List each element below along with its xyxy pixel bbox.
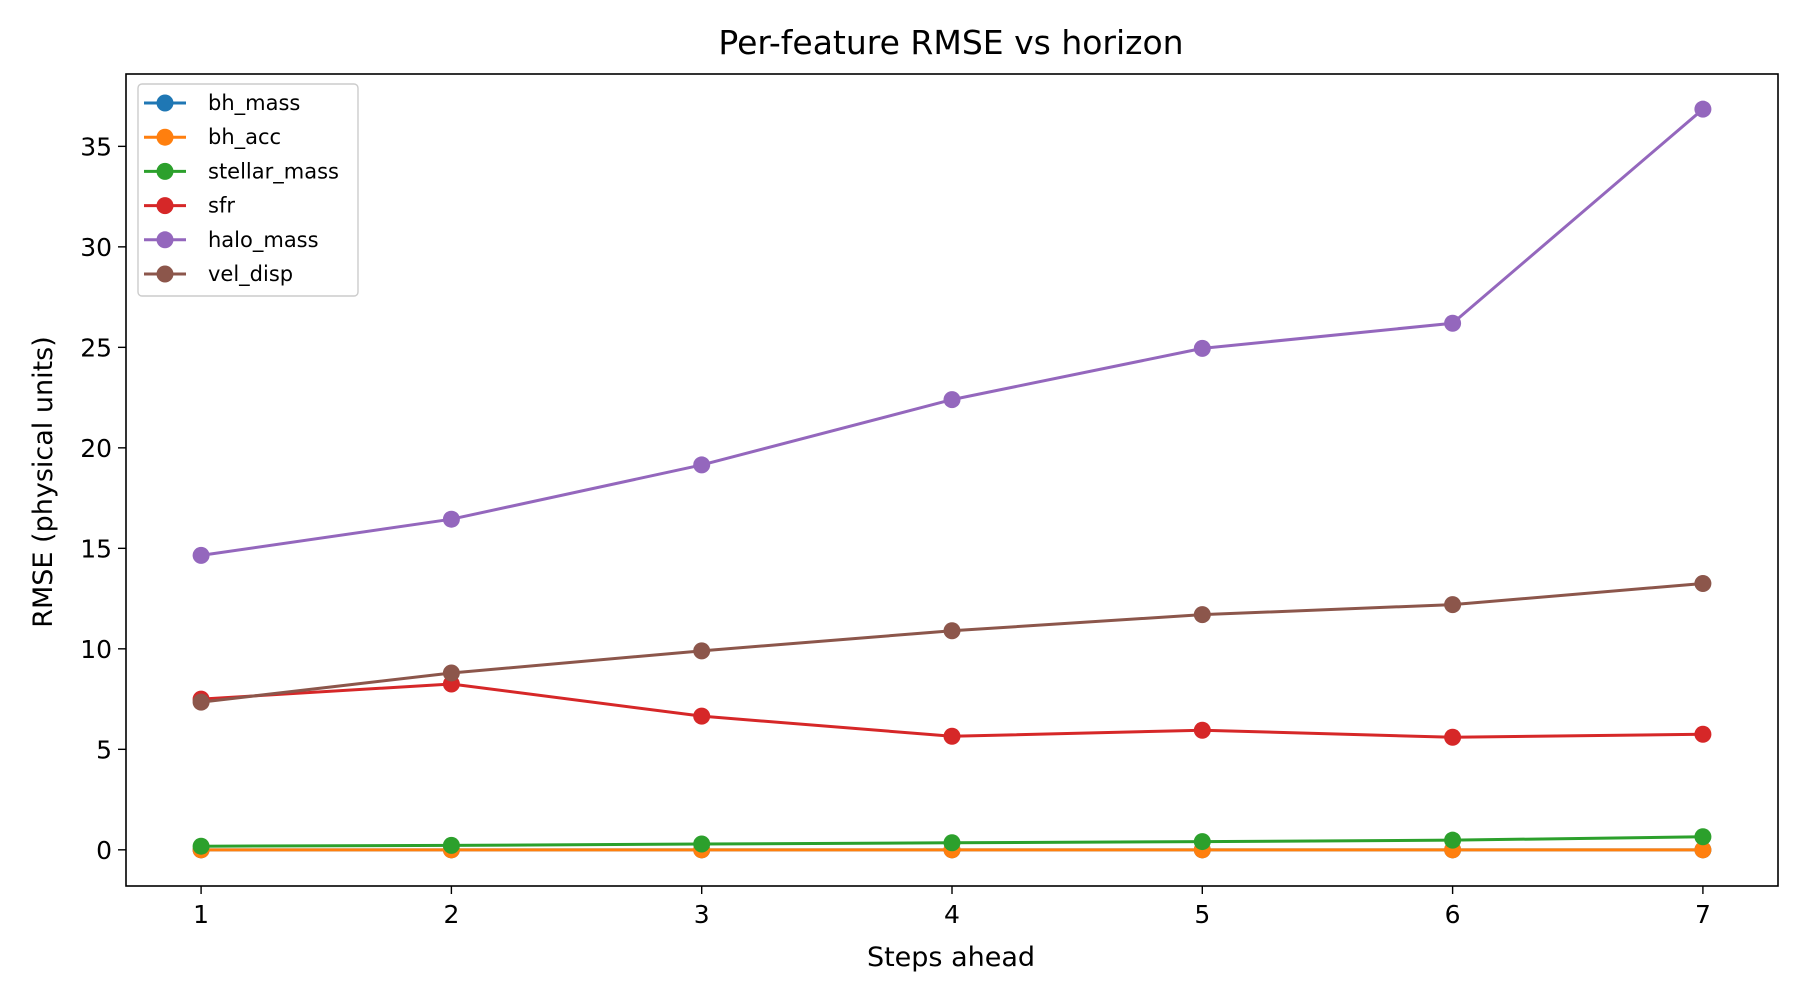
x-tick-label: 7 — [1695, 900, 1711, 929]
data-point — [1694, 100, 1712, 118]
series-sfr — [192, 675, 1712, 746]
legend-item: bh_mass — [144, 91, 300, 116]
y-tick-label: 15 — [80, 534, 112, 563]
x-axis-label: Steps ahead — [867, 942, 1035, 973]
data-point — [1193, 833, 1211, 851]
series-halo-mass — [192, 100, 1712, 564]
data-point — [943, 622, 961, 640]
data-point — [442, 836, 460, 854]
y-tick-label: 5 — [96, 735, 112, 764]
data-point — [943, 727, 961, 745]
data-point — [693, 835, 711, 853]
data-point — [1444, 728, 1462, 746]
x-tick-label: 5 — [1194, 900, 1210, 929]
data-point — [442, 510, 460, 528]
data-point — [1193, 606, 1211, 624]
data-point — [1444, 596, 1462, 614]
y-axis-ticks: 0 5 10 15 20 25 30 35 — [80, 132, 126, 865]
data-point — [943, 834, 961, 852]
plot-frame — [125, 73, 1779, 887]
legend-marker — [156, 162, 174, 180]
legend-label: stellar_mass — [208, 159, 339, 184]
x-tick-label: 6 — [1445, 900, 1461, 929]
data-point — [1444, 314, 1462, 332]
data-point — [1694, 575, 1712, 593]
legend-label: vel_disp — [208, 262, 293, 287]
legend-label: sfr — [208, 194, 235, 218]
series-vel-disp — [192, 575, 1712, 711]
x-tick-label: 2 — [443, 900, 459, 929]
x-axis-ticks: 1 2 3 4 5 6 7 — [193, 886, 1711, 929]
legend-item: stellar_mass — [144, 159, 339, 184]
legend-label: bh_acc — [208, 125, 281, 150]
legend-item: sfr — [144, 194, 235, 218]
legend-item: vel_disp — [144, 262, 293, 287]
data-point — [192, 837, 210, 855]
legend-marker — [156, 265, 174, 283]
data-point — [943, 391, 961, 409]
x-tick-label: 1 — [193, 900, 209, 929]
data-point — [693, 642, 711, 660]
legend-box — [137, 83, 359, 297]
y-tick-label: 20 — [80, 434, 112, 463]
chart-title: Per-feature RMSE vs horizon — [718, 23, 1183, 62]
legend-label: bh_mass — [208, 91, 300, 116]
plot-series — [192, 100, 1712, 859]
y-axis-label: RMSE (physical units) — [28, 336, 59, 628]
y-tick-label: 25 — [80, 333, 112, 362]
legend-item: bh_acc — [144, 125, 281, 150]
legend-label: halo_mass — [208, 228, 319, 253]
data-point — [1694, 828, 1712, 846]
data-point — [693, 707, 711, 725]
data-point — [192, 693, 210, 711]
x-tick-label: 4 — [944, 900, 960, 929]
data-point — [1694, 841, 1712, 859]
legend-item: halo_mass — [144, 228, 319, 253]
legend-marker — [156, 128, 174, 146]
x-tick-label: 3 — [694, 900, 710, 929]
legend-marker — [156, 231, 174, 249]
data-point — [1444, 831, 1462, 849]
data-point — [693, 456, 711, 474]
y-tick-label: 30 — [80, 233, 112, 262]
data-point — [442, 664, 460, 682]
data-point — [1694, 725, 1712, 743]
data-point — [1193, 721, 1211, 739]
data-point — [1193, 339, 1211, 357]
legend-marker — [156, 197, 174, 215]
y-tick-label: 10 — [80, 635, 112, 664]
y-tick-label: 35 — [80, 132, 112, 161]
data-point — [192, 546, 210, 564]
legend-marker — [156, 94, 174, 112]
series-stellar-mass — [192, 828, 1712, 855]
y-tick-label: 0 — [96, 836, 112, 865]
